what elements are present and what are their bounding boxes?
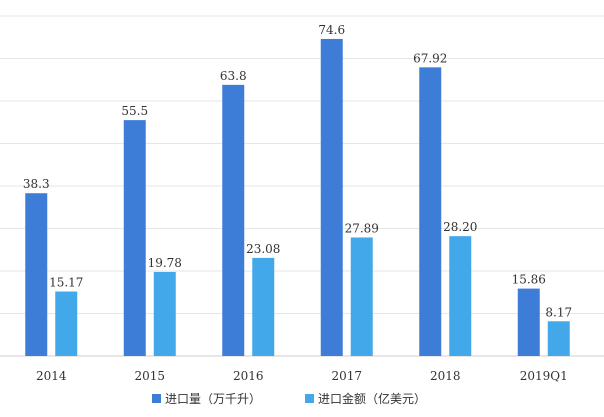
data-label-import-value-2018: 28.20 [443,220,477,234]
x-tick-label-2017: 2017 [331,369,362,383]
bars [25,38,570,356]
legend-label-import-volume: 进口量（万千升） [165,392,261,406]
bar-import-volume-2015 [123,120,146,356]
data-label-import-value-2019Q1: 8.17 [545,305,572,319]
x-axis-ticks: 2014 2015 2016 2017 2018 2019Q1 [36,369,568,383]
x-tick-label-2018: 2018 [430,369,461,383]
x-tick-label-2016: 2016 [233,369,264,383]
data-label-import-volume-2015: 55.5 [121,104,148,118]
data-label-import-value-2014: 15.17 [49,276,83,290]
data-label-import-value-2015: 19.78 [148,256,182,270]
data-label-import-value-2016: 23.08 [246,242,280,256]
bar-import-volume-2018 [419,67,442,356]
legend-label-import-value: 进口金额（亿美元） [318,391,426,406]
legend: 进口量（万千升） 进口金额（亿美元） [152,391,426,406]
bar-import-value-2018 [449,236,472,356]
data-label-import-volume-2019Q1: 15.86 [512,273,546,287]
bar-import-value-2019Q1 [547,321,570,356]
bar-import-volume-2014 [25,193,48,356]
data-label-import-volume-2016: 63.8 [220,69,247,83]
legend-swatch-import-value [305,394,314,403]
bar-import-value-2017 [350,237,373,356]
data-label-import-value-2017: 27.89 [345,221,379,235]
bar-import-volume-2017 [320,38,343,356]
bar-import-value-2015 [153,271,176,356]
gridlines [0,15,604,357]
bar-import-value-2016 [252,257,275,356]
data-label-import-volume-2014: 38.3 [23,177,50,191]
legend-swatch-import-volume [152,394,161,403]
bar-import-volume-2016 [222,84,245,356]
bar-import-value-2014 [55,291,78,356]
data-label-import-volume-2018: 67.92 [413,51,447,65]
bar-import-volume-2019Q1 [517,288,540,356]
x-tick-label-2014: 2014 [36,369,67,383]
data-label-import-volume-2017: 74.6 [318,23,345,37]
x-tick-label-2019Q1: 2019Q1 [520,369,568,383]
value-labels: 38.3 15.17 55.5 19.78 63.8 23.08 74.6 27.89 67.9… [23,23,572,319]
x-tick-label-2015: 2015 [134,369,165,383]
